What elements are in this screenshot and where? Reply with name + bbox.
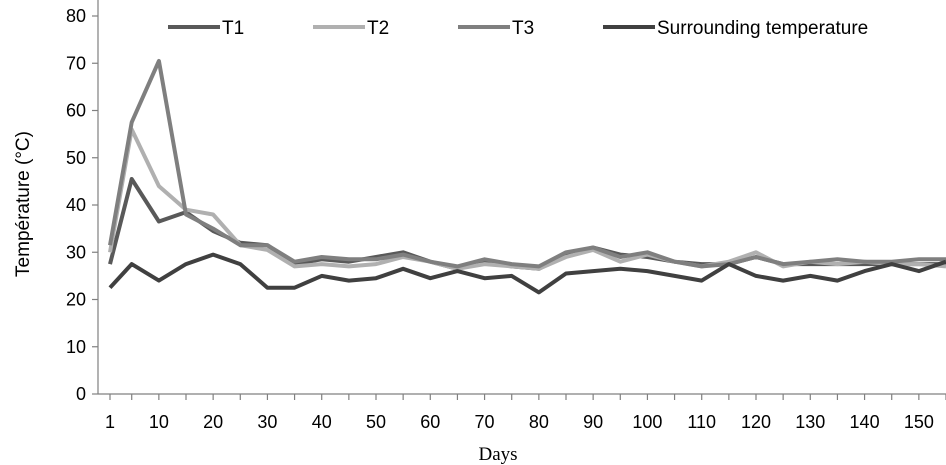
x-tick-label: 40 <box>312 412 332 432</box>
chart-axes <box>97 0 946 395</box>
x-tick-label: 30 <box>257 412 277 432</box>
x-tick-label: 50 <box>366 412 386 432</box>
y-tick-label: 80 <box>66 6 86 26</box>
legend-label-3: T3 <box>512 18 534 39</box>
y-axis-ticks: 0 10 20 30 40 50 60 70 80 <box>66 6 98 404</box>
y-tick-label: 50 <box>66 148 86 168</box>
x-tick-label: 130 <box>795 412 825 432</box>
series-line-1 <box>108 177 946 271</box>
x-tick-label: 60 <box>420 412 440 432</box>
y-tick-label: 0 <box>76 384 86 404</box>
legend-label-4: Surrounding temperature <box>657 18 868 39</box>
series-line-3 <box>108 58 946 269</box>
y-tick-label: 20 <box>66 290 86 310</box>
series-line-4 <box>108 252 946 295</box>
x-tick-label: 1 <box>105 412 115 432</box>
legend-label-2: T2 <box>367 18 389 39</box>
y-tick-label: 10 <box>66 337 86 357</box>
x-tick-label: 10 <box>149 412 169 432</box>
y-tick-label: 40 <box>66 195 86 215</box>
chart-legend: T1 T2 T3 Surrounding temperature <box>168 18 868 39</box>
y-tick-label: 70 <box>66 53 86 73</box>
x-tick-label: 90 <box>583 412 603 432</box>
x-tick-label: 20 <box>203 412 223 432</box>
x-axis-ticks: 1 10 20 30 40 50 60 70 80 90 100 110 120 130 140 150 <box>105 394 946 432</box>
y-tick-label: 60 <box>66 101 86 121</box>
x-tick-label: 120 <box>741 412 771 432</box>
series-line-2 <box>108 127 946 271</box>
x-tick-label: 150 <box>904 412 934 432</box>
y-tick-label: 30 <box>66 242 86 262</box>
x-tick-label: 110 <box>687 412 716 432</box>
chart-series-lines <box>108 58 946 295</box>
x-tick-label: 140 <box>850 412 880 432</box>
y-axis-label: Température (°C) <box>13 131 34 277</box>
x-axis-label: Days <box>478 444 517 465</box>
x-tick-label: 100 <box>632 412 662 432</box>
x-tick-label: 80 <box>529 412 549 432</box>
legend-label-1: T1 <box>222 18 244 39</box>
x-tick-label: 70 <box>475 412 495 432</box>
